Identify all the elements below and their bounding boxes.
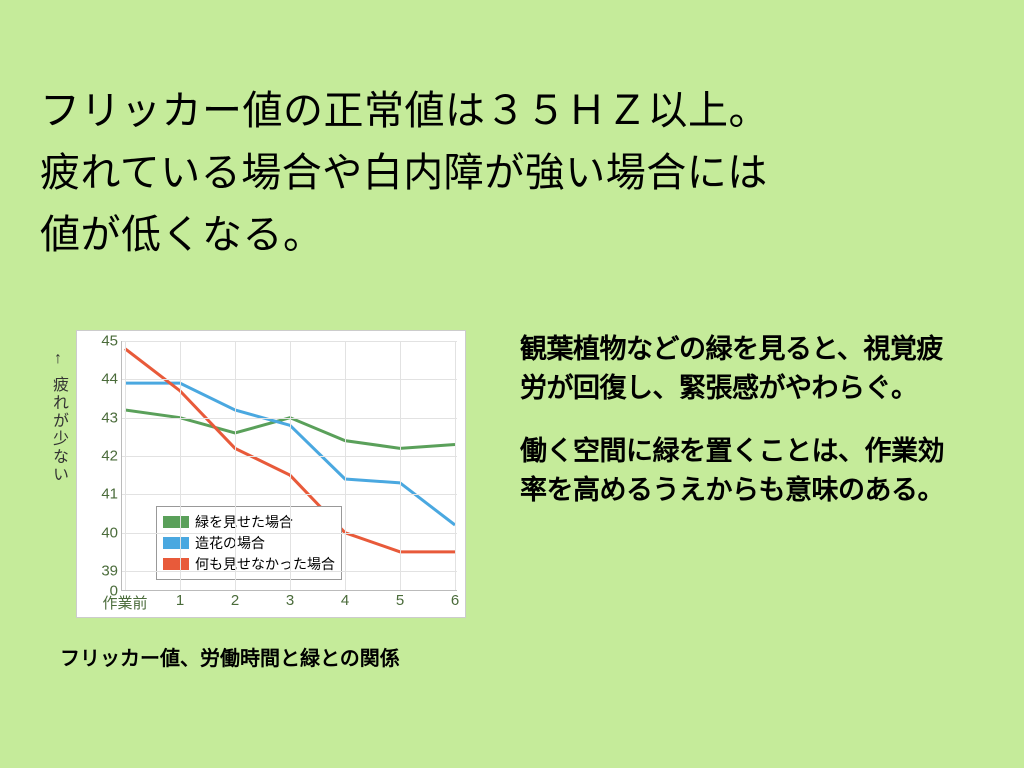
y-tick: 39 [101,563,122,580]
legend-swatch [163,516,189,528]
chart-wrap: ↑ 疲れが少ない 緑を見せた場合造花の場合何も見せなかった場合 45444342… [40,330,500,618]
x-tick: 3 [286,590,294,609]
legend-swatch [163,537,189,549]
chart-box: 緑を見せた場合造花の場合何も見せなかった場合 454443424140390作業… [76,330,466,618]
x-tick: 4 [341,590,349,609]
x-tick: 5 [396,590,404,609]
plot-area: 緑を見せた場合造花の場合何も見せなかった場合 454443424140390作業… [121,341,457,591]
y-tick: 45 [101,333,122,350]
grid-v [180,341,181,590]
legend-label: 緑を見せた場合 [195,512,293,532]
legend-row: 緑を見せた場合 [163,512,335,532]
grid-v [235,341,236,590]
legend-swatch [163,558,189,570]
y-tick: 43 [101,409,122,426]
chart-caption: フリッカー値、労働時間と緑との関係 [60,642,500,671]
grid-v [290,341,291,590]
grid-v [400,341,401,590]
x-tick: 作業前 [102,590,147,613]
heading-line-3: 値が低くなる。 [40,213,324,257]
grid-v [345,341,346,590]
legend-label: 造花の場合 [195,533,265,553]
grid-v [125,341,126,590]
x-tick: 2 [231,590,239,609]
y-axis-label-col: ↑ 疲れが少ない [40,330,76,618]
y-axis-arrow: ↑ [54,350,62,368]
paragraph-2: 働く空間に緑を置くことは、作業効率を高めるうえからも意味のある。 [520,432,960,510]
paragraph-1: 観葉植物などの緑を見ると、視覚疲労が回復し、緊張感がやわらぐ。 [520,330,960,408]
main-heading: フリッカー値の正常値は３５ＨＺ以上。 疲れている場合や白内障が強い場合には 値が… [40,80,769,266]
heading-line-1: フリッカー値の正常値は３５ＨＺ以上。 [40,89,769,133]
y-tick: 40 [101,524,122,541]
text-column: 観葉植物などの緑を見ると、視覚疲労が回復し、緊張感がやわらぐ。 働く空間に緑を置… [500,330,1000,671]
chart-legend: 緑を見せた場合造花の場合何も見せなかった場合 [156,506,342,580]
grid-v [455,341,456,590]
y-tick: 42 [101,448,122,465]
y-tick: 41 [101,486,122,503]
x-tick: 1 [176,590,184,609]
x-tick: 6 [451,590,459,609]
chart-column: ↑ 疲れが少ない 緑を見せた場合造花の場合何も見せなかった場合 45444342… [0,330,500,671]
y-axis-label: 疲れが少ない [46,376,70,484]
y-tick: 44 [101,371,122,388]
legend-row: 造花の場合 [163,533,335,553]
heading-line-2: 疲れている場合や白内障が強い場合には [40,151,768,195]
lower-row: ↑ 疲れが少ない 緑を見せた場合造花の場合何も見せなかった場合 45444342… [0,330,1024,671]
